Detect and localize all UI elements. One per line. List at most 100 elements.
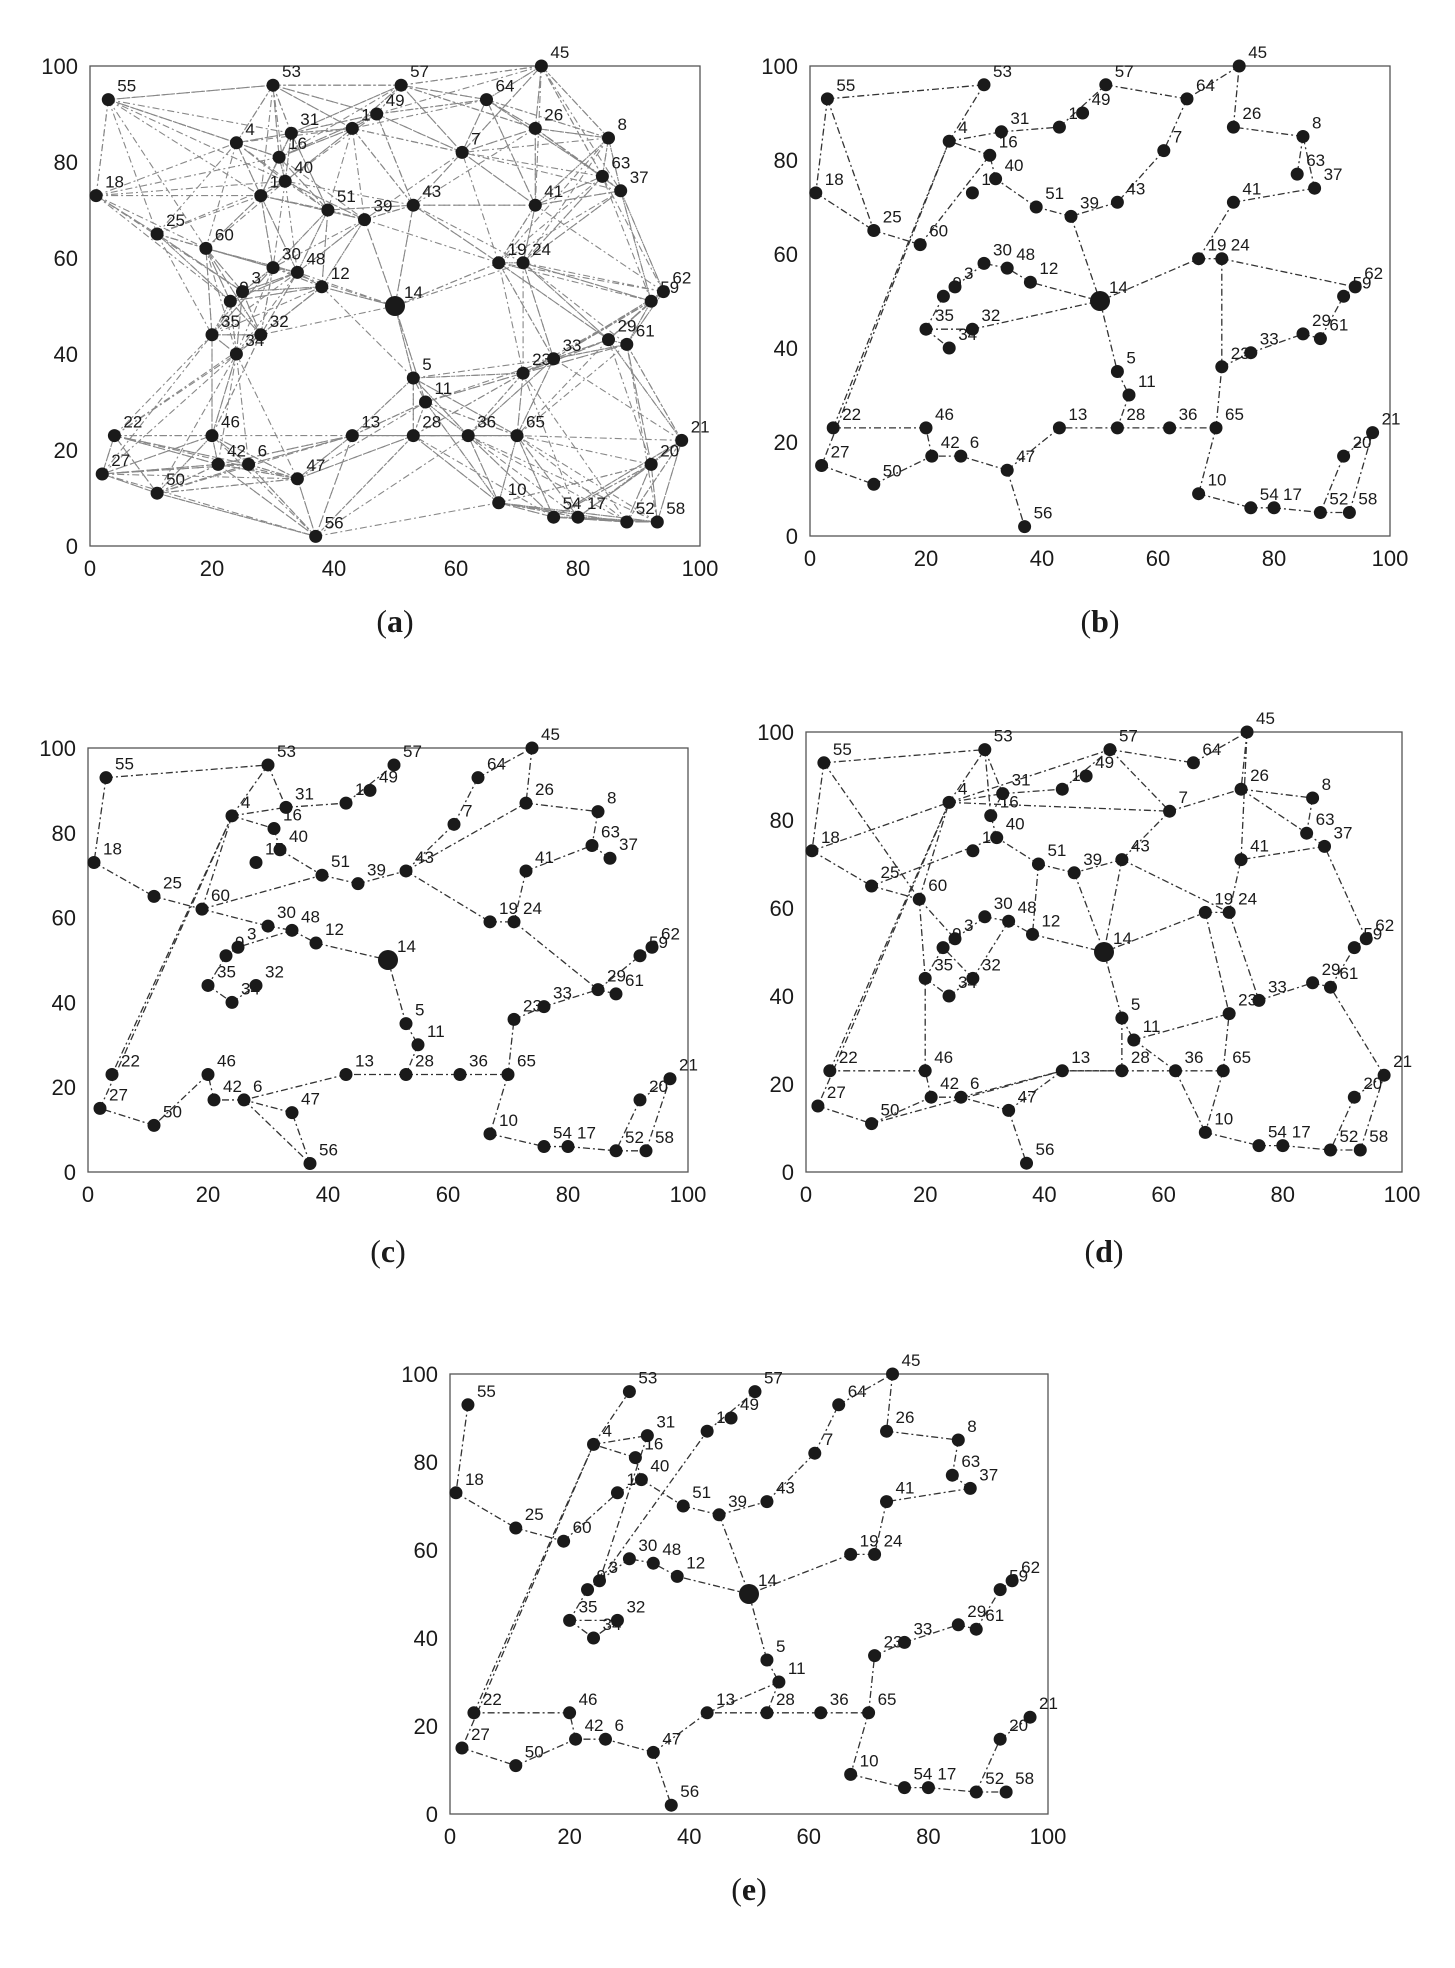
node-20	[633, 1093, 647, 1107]
node-5	[399, 1017, 413, 1031]
edge-47-6	[960, 455, 1008, 471]
edge-60-4	[918, 802, 950, 900]
node-25	[867, 224, 881, 237]
node-5	[1115, 1011, 1129, 1025]
node-label-11: 11	[788, 1659, 806, 1678]
node-label-25: 25	[525, 1505, 544, 1524]
edge-33-61	[553, 343, 627, 360]
x-tick-label: 80	[1271, 1182, 1295, 1207]
node-label-37: 37	[1334, 823, 1353, 842]
edge-47-34	[235, 353, 298, 480]
node-30	[977, 256, 991, 270]
node-58	[650, 515, 664, 529]
node-62	[1348, 280, 1362, 294]
edge-62-41	[534, 204, 664, 293]
edge-25-18	[95, 195, 158, 235]
node-label-31: 31	[1010, 109, 1029, 128]
node-label-19: 19	[860, 1531, 879, 1550]
node-label-60: 60	[573, 1518, 592, 1537]
node-27	[815, 459, 829, 472]
y-tick-label: 80	[414, 1450, 438, 1475]
node-label-6: 6	[970, 433, 979, 452]
node-label-60: 60	[928, 876, 947, 895]
node-label-36: 36	[469, 1051, 488, 1070]
edge-28-23	[413, 372, 524, 437]
node-65	[862, 1706, 876, 1720]
node-label-12: 12	[1041, 911, 1060, 930]
y-tick-label: 40	[774, 336, 798, 361]
edge-61-33	[553, 343, 627, 360]
edge-51-12	[1031, 863, 1040, 935]
edge-3-60	[205, 248, 243, 292]
nodes: 13 4 56 7 8 9 10 11 12 1 31 41 51 6 17 18 19 20 21 22 23 24 25…	[449, 1351, 1058, 1812]
y-tick-label: 0	[782, 1160, 794, 1185]
node-label-7: 7	[471, 129, 480, 148]
node-9	[219, 949, 233, 963]
node-label-28: 28	[1131, 1048, 1150, 1067]
edge-45-26	[885, 1373, 894, 1432]
edge-20-52	[1319, 455, 1345, 513]
node-48	[1002, 914, 1016, 928]
node-label-4: 4	[958, 779, 967, 798]
node-label-17: 17	[1292, 1123, 1311, 1142]
node-label-28: 28	[415, 1051, 434, 1070]
node-label-33: 33	[1268, 977, 1287, 996]
edge-42-22	[114, 435, 219, 465]
edge-46-27	[102, 435, 213, 475]
edge-32-30	[260, 267, 274, 335]
node-28	[1115, 1064, 1129, 1078]
node-21	[1377, 1068, 1391, 1082]
edge-7-64	[453, 777, 479, 825]
node-label-45: 45	[1256, 709, 1275, 728]
x-tick-label: 100	[682, 556, 719, 581]
edge-6-34	[235, 353, 250, 465]
edge-27-50	[102, 473, 158, 494]
node-9	[223, 294, 237, 308]
node-57	[387, 758, 401, 772]
edge-51-40	[995, 178, 1037, 208]
node-label-26: 26	[1250, 766, 1269, 785]
node-label-18: 18	[825, 170, 844, 189]
edge-7-43	[1116, 150, 1165, 203]
edge-64-45	[477, 747, 533, 779]
node-23	[1222, 1007, 1236, 1021]
edge-47-56	[1006, 470, 1026, 527]
edge-45-64	[1186, 65, 1240, 100]
node-35	[563, 1613, 577, 1627]
edge-25-60	[873, 229, 921, 246]
y-tick-label: 60	[54, 246, 78, 271]
edge-14-5	[1099, 300, 1119, 372]
node-25	[509, 1521, 523, 1535]
node-label-29: 29	[1312, 311, 1331, 330]
edge-14-5	[748, 1593, 768, 1661]
node-5	[406, 371, 420, 385]
edge-47-42	[218, 463, 298, 480]
node-63	[1300, 826, 1314, 840]
edge-37-41	[1240, 845, 1325, 861]
node-12	[309, 936, 323, 950]
node-10	[483, 1127, 497, 1141]
edge-63-7	[462, 151, 603, 177]
node-52	[1313, 506, 1327, 519]
node-label-45: 45	[541, 725, 560, 744]
node-61	[1313, 332, 1327, 346]
node-label-13: 13	[716, 1690, 735, 1709]
edge-27-50	[817, 1105, 872, 1125]
edge-56-36	[315, 435, 469, 537]
node-18	[449, 1486, 463, 1500]
edge-49-7	[376, 113, 463, 153]
edge-51-16	[278, 156, 329, 211]
edge-14-5	[1103, 951, 1123, 1019]
edge-42-34	[217, 353, 237, 465]
edge-62-37	[620, 190, 664, 292]
plot-frame	[89, 65, 701, 547]
node-label-13: 13	[1071, 1048, 1090, 1067]
edge-60-9	[205, 248, 231, 302]
node-3	[948, 280, 962, 294]
node-label-12: 12	[686, 1553, 705, 1572]
node-49	[363, 783, 377, 797]
node-60	[199, 241, 213, 255]
node-1	[339, 796, 353, 810]
edge-34-60	[205, 248, 237, 355]
edge-58-65	[516, 435, 658, 523]
